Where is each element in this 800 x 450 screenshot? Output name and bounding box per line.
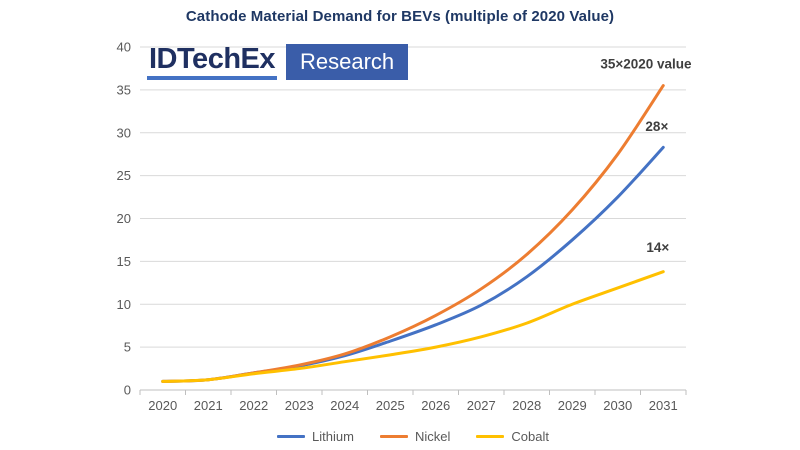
legend-item-nickel: Nickel xyxy=(379,428,451,444)
x-axis-tick-label: 2027 xyxy=(467,398,496,413)
series-line-cobalt xyxy=(161,270,665,383)
x-axis-tick-label: 2031 xyxy=(649,398,678,413)
gridlines xyxy=(140,46,686,391)
annotation-label: 35×2020 value xyxy=(600,56,692,71)
y-axis-tick-label: 25 xyxy=(117,168,131,183)
series-line-nickel xyxy=(161,84,665,383)
legend-label-lithium: Lithium xyxy=(312,428,354,444)
x-axis-tick-label: 2030 xyxy=(603,398,632,413)
x-axis xyxy=(139,390,687,395)
x-axis-tick-label: 2024 xyxy=(330,398,359,413)
x-axis-tick-labels: 2020 2021 2022 2023 2024 2025 2026 2027 2028 2029… xyxy=(148,398,677,413)
x-axis-tick-label: 2020 xyxy=(148,398,177,413)
y-axis-tick-label: 20 xyxy=(117,211,131,226)
legend-label-cobalt: Cobalt xyxy=(511,428,549,444)
logo-brand-text: IDTechEx xyxy=(149,43,276,75)
cobalt-line-swatch xyxy=(476,434,505,438)
y-axis-tick-label: 40 xyxy=(117,40,131,55)
annotation-label: 28× xyxy=(645,119,668,134)
x-axis-tick-label: 2026 xyxy=(421,398,450,413)
x-axis-tick-label: 2023 xyxy=(285,398,314,413)
legend-item-cobalt: Cobalt xyxy=(476,429,549,444)
logo-underline xyxy=(147,76,278,80)
y-axis-tick-label: 35 xyxy=(117,82,131,97)
x-axis-tick-label: 2028 xyxy=(512,398,541,413)
annotations: 35×2020 value 28× 14× xyxy=(600,56,692,255)
logo-research-badge: Research xyxy=(286,44,409,80)
y-axis-tick-label: 0 xyxy=(124,383,131,398)
nickel-line-swatch xyxy=(379,434,408,438)
x-axis-tick-label: 2025 xyxy=(376,398,405,413)
legend-label-nickel: Nickel xyxy=(414,428,451,444)
x-axis-tick-label: 2021 xyxy=(194,398,223,413)
series-lines xyxy=(161,84,665,383)
lithium-line-swatch xyxy=(277,434,306,438)
chart-title: Cathode Material Demand for BEVs (multip… xyxy=(185,8,615,25)
y-axis-tick-label: 10 xyxy=(117,297,131,312)
legend-item-lithium: Lithium xyxy=(277,429,354,444)
y-axis-tick-label: 30 xyxy=(117,125,131,140)
x-axis-tick-label: 2022 xyxy=(239,398,268,413)
y-axis-tick-label: 5 xyxy=(124,340,131,355)
y-axis-tick-label: 15 xyxy=(117,254,131,269)
chart-legend: Lithium Nickel Cobalt xyxy=(140,425,686,447)
annotation-label: 14× xyxy=(646,240,669,255)
x-axis-tick-label: 2029 xyxy=(558,398,587,413)
series-line-lithium xyxy=(161,145,665,383)
logo-brand-wrap: IDTechEx xyxy=(147,43,278,80)
idtechex-logo: IDTechEx Research xyxy=(147,43,409,80)
y-axis-tick-labels: 0 5 10 15 20 25 30 35 40 xyxy=(117,40,131,398)
